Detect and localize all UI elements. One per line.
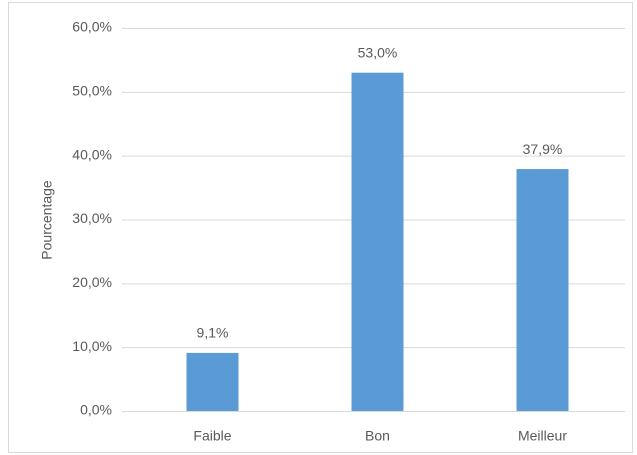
bar: [186, 352, 239, 411]
y-tick-label: 20,0%: [72, 274, 112, 290]
y-tick-label: 30,0%: [72, 210, 112, 226]
y-axis-label: Pourcentage: [39, 180, 55, 260]
y-tick-label: 50,0%: [72, 83, 112, 99]
bar: [516, 169, 569, 411]
x-tick-label: Meilleur: [518, 428, 567, 444]
data-label: 9,1%: [197, 325, 229, 341]
x-tick-label: Faible: [193, 428, 231, 444]
y-tick-label: 60,0%: [72, 19, 112, 35]
bar: [351, 72, 404, 411]
data-label: 37,9%: [523, 141, 563, 157]
y-tick-label: 10,0%: [72, 338, 112, 354]
data-label: 53,0%: [358, 44, 398, 60]
x-tick-label: Bon: [365, 428, 390, 444]
y-tick-label: 0,0%: [80, 402, 112, 418]
y-tick-label: 40,0%: [72, 146, 112, 162]
